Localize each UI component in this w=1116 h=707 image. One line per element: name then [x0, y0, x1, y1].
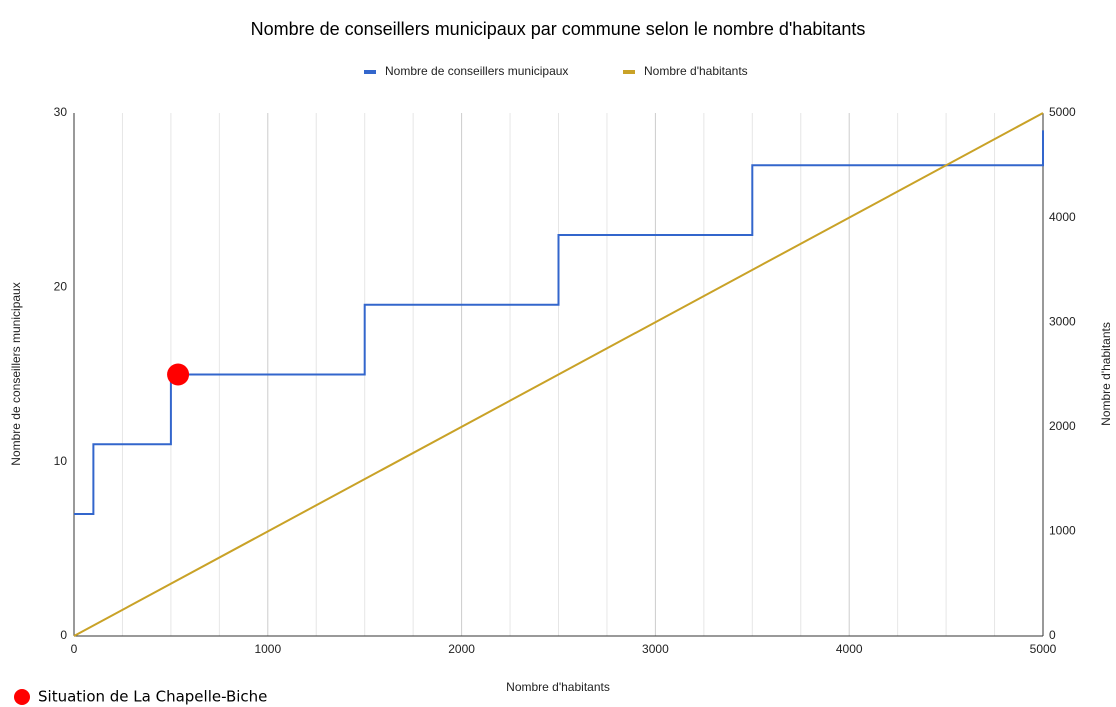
legend-label: Nombre d'habitants [644, 64, 748, 78]
chart-title: Nombre de conseillers municipaux par com… [251, 19, 866, 39]
x-tick-label: 0 [71, 642, 78, 656]
y-tick-label: 30 [54, 105, 68, 119]
annotation-label: Situation de La Chapelle-Biche [38, 688, 267, 706]
y-tick-label: 0 [60, 628, 67, 642]
y2-tick-label: 3000 [1049, 314, 1076, 328]
y2-tick-label: 4000 [1049, 210, 1076, 224]
legend-swatch [364, 70, 376, 74]
annotation-legend-dot [14, 689, 30, 705]
annotation-marker [167, 363, 190, 386]
legend-swatch [623, 70, 635, 74]
x-axis-label: Nombre d'habitants [506, 680, 610, 694]
y-tick-label: 10 [54, 454, 68, 468]
x-tick-label: 1000 [254, 642, 281, 656]
legend-label: Nombre de conseillers municipaux [385, 64, 568, 78]
y2-axis-label: Nombre d'habitants [1099, 322, 1113, 426]
x-tick-label: 4000 [836, 642, 863, 656]
y2-tick-label: 0 [1049, 628, 1056, 642]
x-tick-label: 3000 [642, 642, 669, 656]
y2-tick-label: 5000 [1049, 105, 1076, 119]
x-tick-label: 5000 [1030, 642, 1057, 656]
series-line [74, 130, 1044, 515]
y-axis-label: Nombre de conseillers municipaux [9, 282, 23, 465]
series-line [73, 112, 1044, 637]
y-tick-label: 20 [54, 280, 68, 294]
x-tick-label: 2000 [448, 642, 475, 656]
y2-tick-label: 2000 [1049, 419, 1076, 433]
y2-tick-label: 1000 [1049, 524, 1076, 538]
